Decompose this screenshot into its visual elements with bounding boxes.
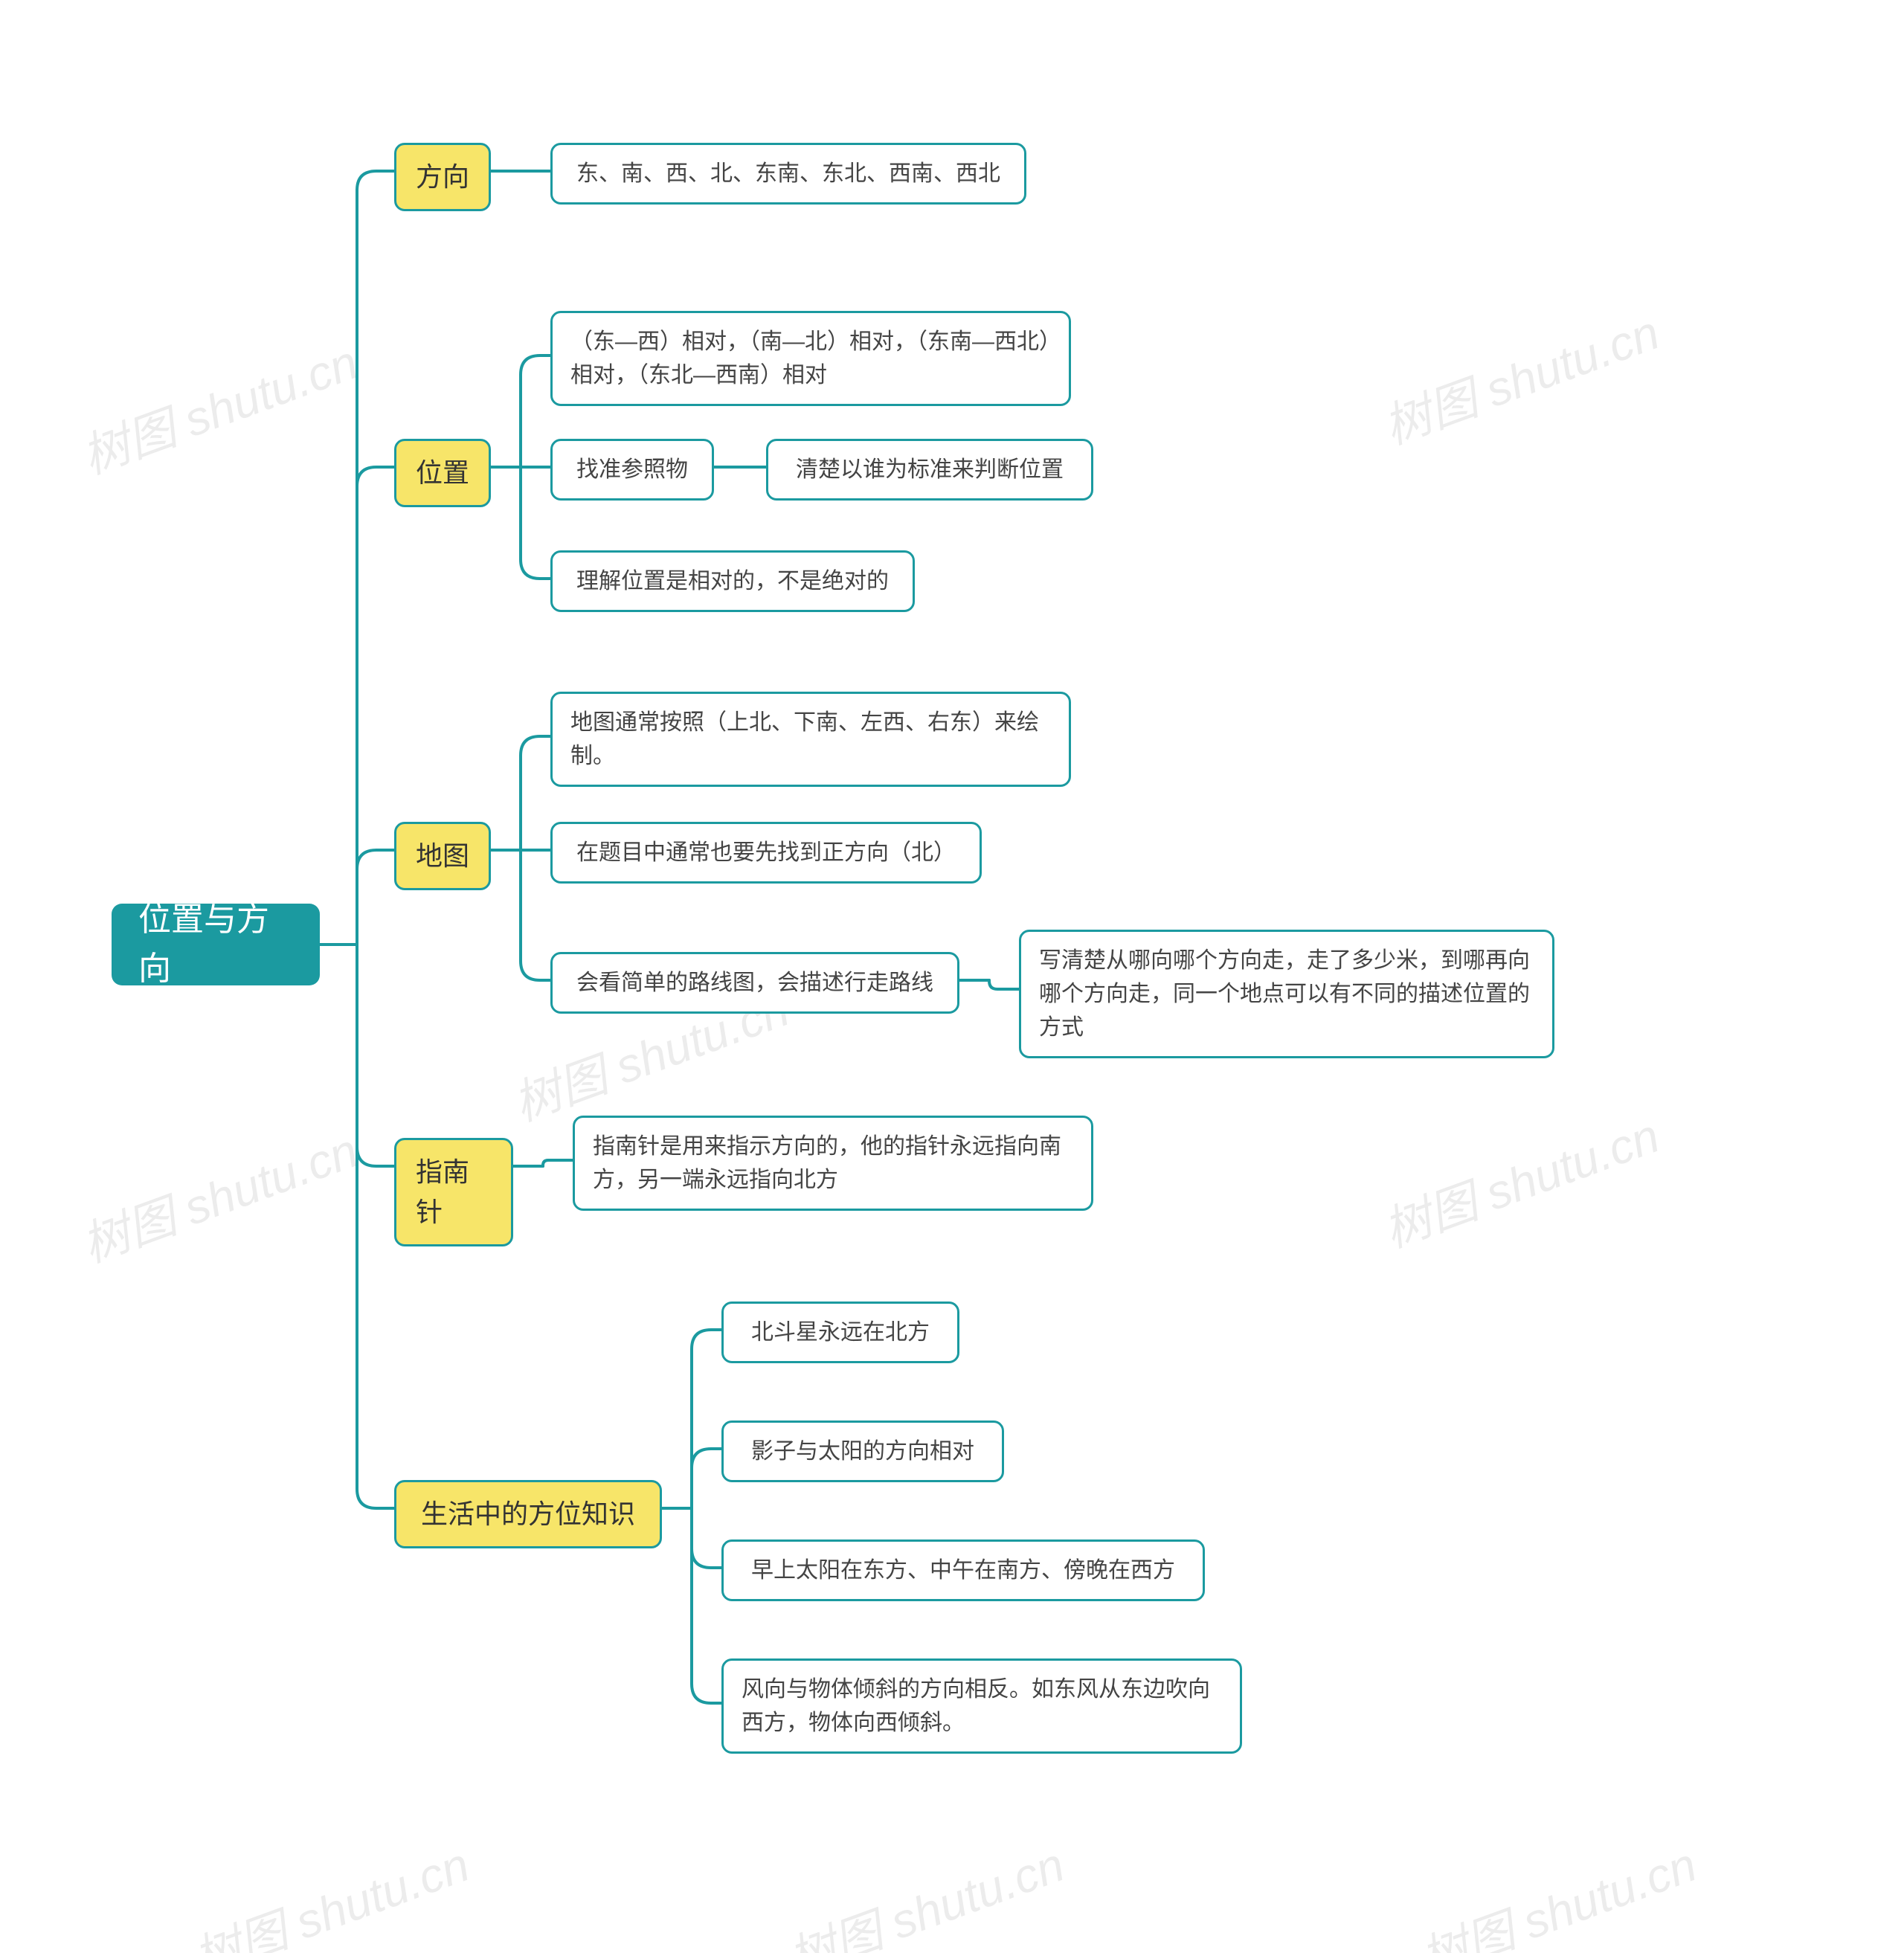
node-t3c2[interactable]: 在题目中通常也要先找到正方向（北） (550, 822, 982, 884)
node-t5c3[interactable]: 早上太阳在东方、中午在南方、傍晚在西方 (721, 1539, 1205, 1601)
mindmap-root[interactable]: 位置与方向 (112, 904, 320, 985)
watermark: 树图 shutu.cn (1410, 1827, 1705, 1953)
topic-t1[interactable]: 方向 (394, 143, 491, 211)
node-t3c3a[interactable]: 写清楚从哪向哪个方向走，走了多少米，到哪再向哪个方向走，同一个地点可以有不同的描… (1019, 930, 1554, 1058)
topic-t5[interactable]: 生活中的方位知识 (394, 1480, 662, 1548)
node-t2c2a[interactable]: 清楚以谁为标准来判断位置 (766, 439, 1093, 501)
topic-t3[interactable]: 地图 (394, 822, 491, 890)
watermark: 树图 shutu.cn (71, 1113, 366, 1275)
node-t4c1[interactable]: 指南针是用来指示方向的，他的指针永远指向南方，另一端永远指向北方 (573, 1116, 1093, 1211)
topic-t2[interactable]: 位置 (394, 439, 491, 507)
node-t5c4[interactable]: 风向与物体倾斜的方向相反。如东风从东边吹向西方，物体向西倾斜。 (721, 1658, 1242, 1754)
node-t2c2[interactable]: 找准参照物 (550, 439, 714, 501)
watermark: 树图 shutu.cn (71, 324, 366, 487)
node-t3c3[interactable]: 会看简单的路线图，会描述行走路线 (550, 952, 959, 1014)
node-t5c1[interactable]: 北斗星永远在北方 (721, 1302, 959, 1363)
watermark: 树图 shutu.cn (778, 1827, 1072, 1953)
node-t2c1[interactable]: （东—西）相对，（南—北）相对，（东南—西北）相对，（东北—西南）相对 (550, 311, 1071, 406)
node-t3c1[interactable]: 地图通常按照（上北、下南、左西、右东）来绘制。 (550, 692, 1071, 787)
node-t5c2[interactable]: 影子与太阳的方向相对 (721, 1420, 1004, 1482)
watermark: 树图 shutu.cn (183, 1827, 477, 1953)
node-t2c3[interactable]: 理解位置是相对的，不是绝对的 (550, 550, 915, 612)
mindmap-canvas: 树图 shutu.cn 树图 shutu.cn 树图 shutu.cn 树图 shut… (0, 0, 1904, 1953)
topic-t4[interactable]: 指南针 (394, 1138, 513, 1246)
watermark: 树图 shutu.cn (1373, 295, 1667, 457)
watermark: 树图 shutu.cn (1373, 1098, 1667, 1261)
node-t1c1[interactable]: 东、南、西、北、东南、东北、西南、西北 (550, 143, 1026, 205)
